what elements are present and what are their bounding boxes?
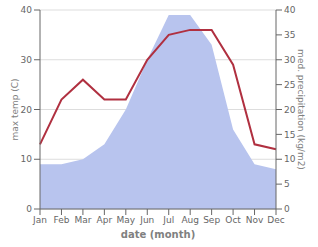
- svg-text:Apr: Apr: [97, 215, 113, 225]
- svg-text:Oct: Oct: [225, 215, 241, 225]
- svg-text:10: 10: [284, 154, 296, 164]
- svg-text:Jul: Jul: [162, 215, 174, 225]
- svg-text:Nov: Nov: [246, 215, 264, 225]
- svg-text:5: 5: [284, 179, 290, 189]
- svg-text:40: 40: [284, 5, 296, 15]
- svg-text:40: 40: [21, 5, 33, 15]
- svg-text:Jun: Jun: [139, 215, 154, 225]
- svg-text:30: 30: [21, 55, 33, 65]
- svg-text:0: 0: [284, 204, 290, 214]
- svg-text:15: 15: [284, 130, 295, 140]
- svg-text:Jan: Jan: [32, 215, 47, 225]
- svg-text:Mar: Mar: [74, 215, 91, 225]
- svg-text:Feb: Feb: [53, 215, 69, 225]
- svg-text:med. precipitation (kg/m2): med. precipitation (kg/m2): [296, 49, 306, 170]
- svg-text:20: 20: [284, 105, 296, 115]
- svg-text:10: 10: [21, 154, 33, 164]
- svg-text:25: 25: [284, 80, 295, 90]
- svg-text:Aug: Aug: [181, 215, 199, 225]
- svg-text:20: 20: [21, 105, 33, 115]
- svg-text:May: May: [117, 215, 136, 225]
- svg-text:Sep: Sep: [203, 215, 220, 225]
- svg-text:Dec: Dec: [267, 215, 284, 225]
- svg-text:date (month): date (month): [121, 229, 195, 240]
- svg-text:max temp (C): max temp (C): [10, 78, 20, 140]
- svg-text:30: 30: [284, 55, 296, 65]
- svg-text:35: 35: [284, 30, 295, 40]
- svg-text:0: 0: [26, 204, 32, 214]
